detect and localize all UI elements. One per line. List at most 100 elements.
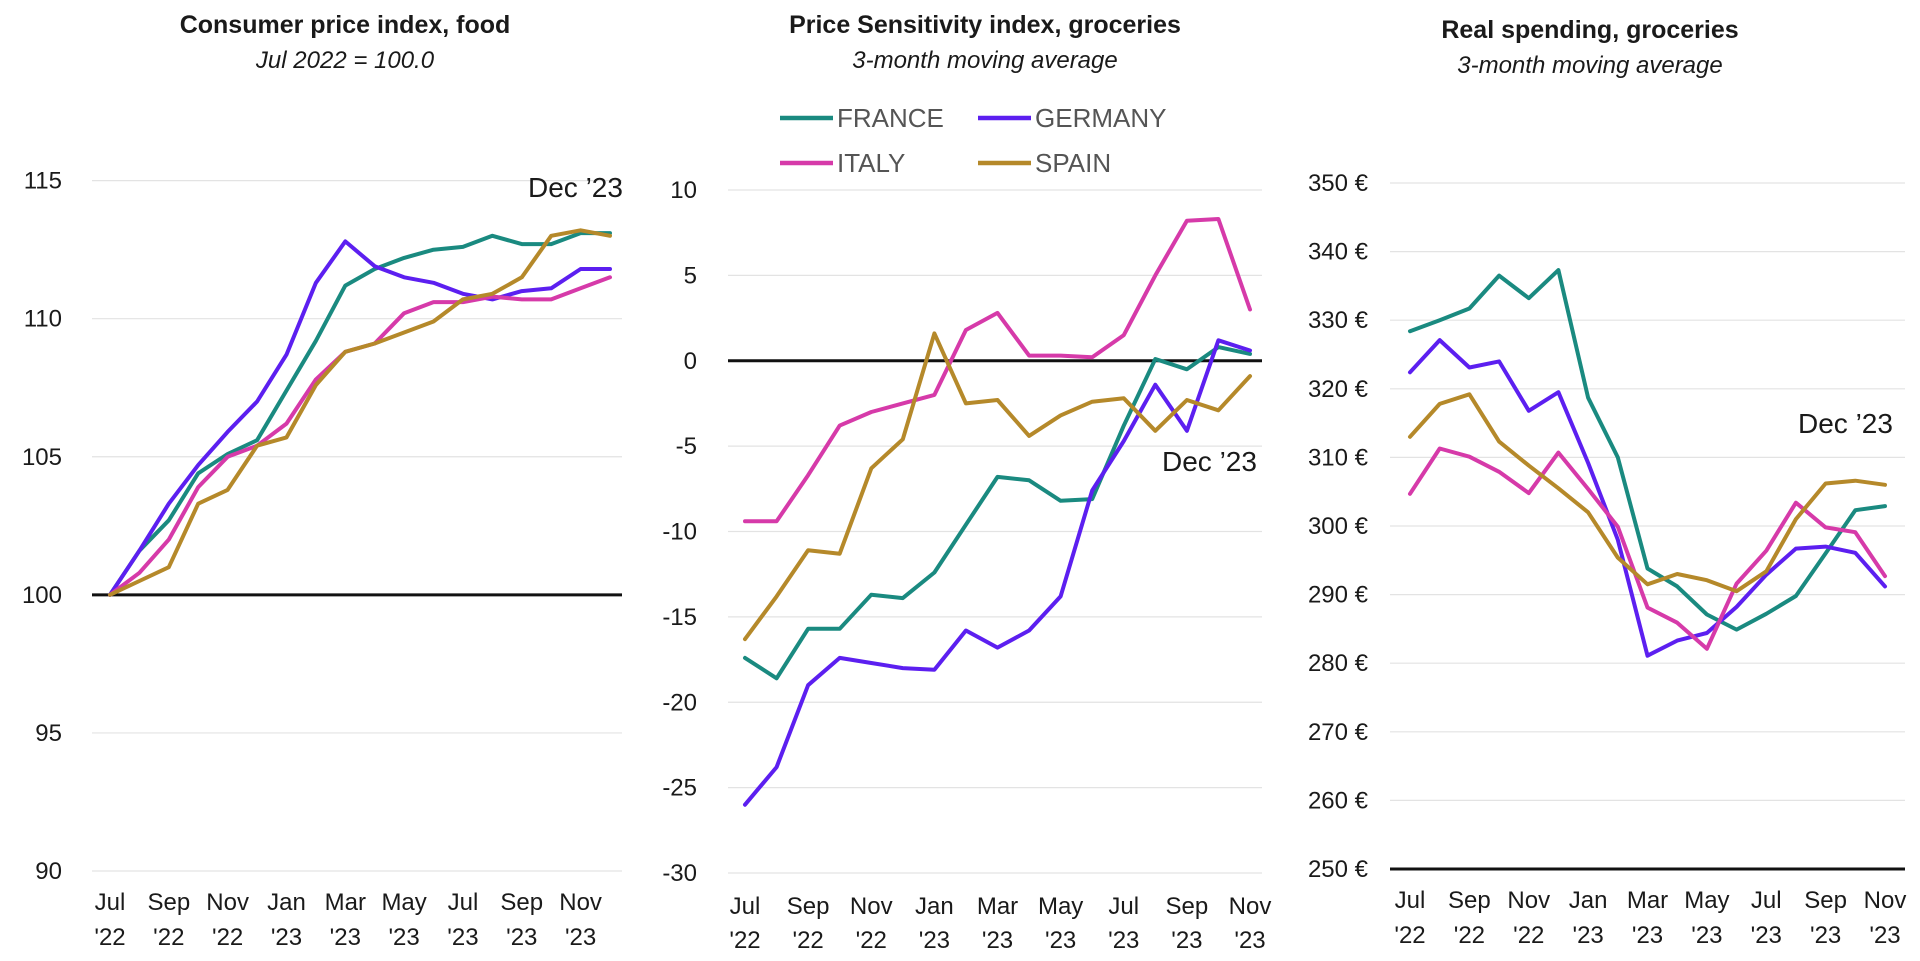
x-tick-label: Nov <box>850 893 893 920</box>
y-tick-label: 290 € <box>1308 582 1369 609</box>
x-tick-year-label: '22 <box>1454 922 1485 949</box>
x-tick-year-label: '22 <box>1513 922 1544 949</box>
x-tick-year-label: '23 <box>565 924 596 951</box>
series-line-germany <box>1408 338 1887 658</box>
x-tick-year-label: '23 <box>1632 922 1663 949</box>
x-tick-label: Nov <box>1507 887 1550 914</box>
chart-2-plot: -30 -25 -20 -15 -10 -5 0 5 10 Jul '22 Sep '22 Nov '22 J… <box>662 177 1271 954</box>
y-tick-label: 280 € <box>1308 650 1369 677</box>
x-tick-year-label: '23 <box>1691 922 1722 949</box>
y-tick-label: 310 € <box>1308 444 1369 471</box>
x-tick-year-label: '23 <box>506 924 537 951</box>
y-tick-label: 100 <box>22 582 62 609</box>
series-line-spain <box>1408 392 1887 594</box>
series-line-italy <box>108 275 612 597</box>
x-tick-year-label: '23 <box>1572 922 1603 949</box>
x-tick-year-label: '23 <box>1751 922 1782 949</box>
x-tick-year-label: '23 <box>1045 927 1076 954</box>
series-line-italy <box>743 217 1252 524</box>
chart-2-subtitle: 3-month moving average <box>852 47 1117 74</box>
y-tick-label: 330 € <box>1308 307 1369 334</box>
y-tick-label: -15 <box>662 604 697 631</box>
series-line-germany <box>743 338 1252 807</box>
x-tick-year-label: '23 <box>1234 927 1265 954</box>
x-tick-year-label: '22 <box>212 924 243 951</box>
x-tick-label: Nov <box>206 889 249 916</box>
x-tick-label: Sep <box>787 893 830 920</box>
x-tick-year-label: '22 <box>94 924 125 951</box>
y-tick-label: 300 € <box>1308 513 1369 540</box>
chart-annotation: Dec ’23 <box>528 172 623 203</box>
x-tick-label: Nov <box>559 889 602 916</box>
x-tick-year-label: '22 <box>792 927 823 954</box>
legend-label-spain: SPAIN <box>1035 148 1111 178</box>
chart-1-subtitle: Jul 2022 = 100.0 <box>255 47 435 74</box>
x-tick-label: Mar <box>1627 887 1668 914</box>
x-tick-label: Jul <box>730 893 761 920</box>
y-tick-label: -25 <box>662 775 697 802</box>
series-line-germany <box>108 239 612 597</box>
series-line-spain <box>743 331 1252 642</box>
x-tick-label: Jan <box>915 893 954 920</box>
y-tick-label: 5 <box>684 262 697 289</box>
y-tick-label: 110 <box>24 306 62 333</box>
chart-2-title: Price Sensitivity index, groceries <box>789 11 1181 39</box>
plot-area: 9095100105110115Jul'22Sep'22Nov'22Jan'23… <box>22 168 1906 954</box>
x-tick-label: May <box>1038 893 1083 920</box>
x-tick-label: Jul <box>1751 887 1782 914</box>
x-tick-label: Sep <box>1448 887 1491 914</box>
y-tick-label: 95 <box>35 720 62 747</box>
series-line-france <box>1408 268 1887 632</box>
chart-3-title: Real spending, groceries <box>1441 16 1738 44</box>
x-tick-label: Sep <box>147 889 190 916</box>
chart-3-subtitle: 3-month moving average <box>1457 52 1722 79</box>
x-tick-label: Jul <box>1108 893 1139 920</box>
y-tick-label: 270 € <box>1308 719 1369 746</box>
series-line-france <box>108 231 612 597</box>
series-line-france <box>743 345 1252 681</box>
chart-1-plot: 90 95 100 105 110 115 Jul '22 Sep '22 Nov '22 Jan '23… <box>22 168 623 951</box>
x-tick-year-label: '23 <box>330 924 361 951</box>
chart-1-title: Consumer price index, food <box>180 11 511 39</box>
x-tick-label: May <box>1684 887 1729 914</box>
x-tick-year-label: '23 <box>982 927 1013 954</box>
x-tick-year-label: '22 <box>1394 922 1425 949</box>
x-tick-label: Mar <box>977 893 1018 920</box>
legend-label-france: FRANCE <box>837 103 944 133</box>
x-tick-label: Jan <box>267 889 306 916</box>
x-tick-year-label: '22 <box>856 927 887 954</box>
x-tick-year-label: '23 <box>271 924 302 951</box>
y-tick-label: 350 € <box>1308 170 1369 197</box>
x-tick-label: Jul <box>95 889 126 916</box>
y-tick-label: 250 € <box>1308 856 1369 883</box>
x-tick-year-label: '23 <box>1869 922 1900 949</box>
x-tick-year-label: '23 <box>447 924 478 951</box>
x-tick-label: Nov <box>1864 887 1907 914</box>
chart-annotation: Dec ’23 <box>1162 446 1257 477</box>
x-tick-label: Jan <box>1569 887 1608 914</box>
x-tick-year-label: '23 <box>919 927 950 954</box>
x-tick-label: Sep <box>500 889 543 916</box>
x-tick-label: May <box>381 889 426 916</box>
series-line-italy <box>1408 446 1887 651</box>
x-tick-label: Sep <box>1166 893 1209 920</box>
y-tick-label: 340 € <box>1308 239 1369 266</box>
legend-label-germany: GERMANY <box>1035 103 1166 133</box>
chart-2-legend: FRANCE GERMANY ITALY SPAIN <box>780 103 1166 178</box>
y-tick-label: 10 <box>670 177 697 204</box>
x-tick-year-label: '22 <box>153 924 184 951</box>
x-tick-label: Sep <box>1804 887 1847 914</box>
x-tick-label: Nov <box>1229 893 1272 920</box>
x-tick-year-label: '23 <box>1108 927 1139 954</box>
legend-label-italy: ITALY <box>837 148 905 178</box>
y-tick-label: 115 <box>24 168 62 195</box>
y-tick-label: 90 <box>35 858 62 885</box>
y-tick-label: -5 <box>676 433 697 460</box>
x-tick-year-label: '23 <box>1810 922 1841 949</box>
y-tick-label: 320 € <box>1308 376 1369 403</box>
chart-annotation: Dec ’23 <box>1798 408 1893 439</box>
y-tick-label: -20 <box>662 689 697 716</box>
x-tick-year-label: '23 <box>1171 927 1202 954</box>
y-tick-label: -30 <box>662 860 697 887</box>
